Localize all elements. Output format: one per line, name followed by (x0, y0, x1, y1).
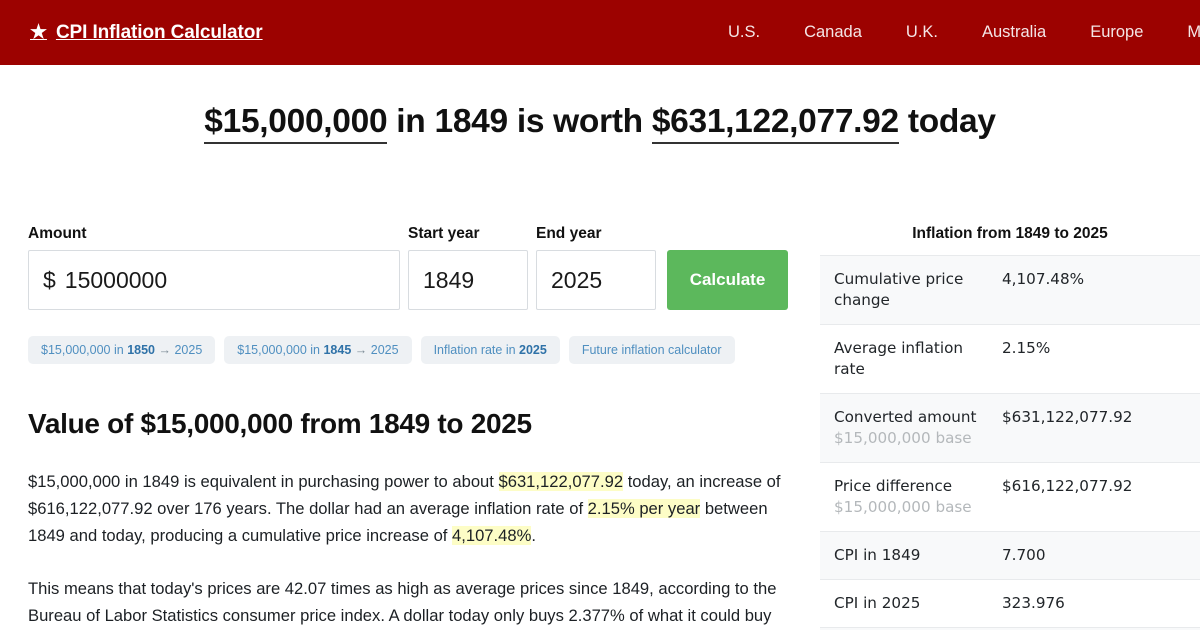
article-paragraph-2: This means that today's prices are 42.07… (28, 579, 777, 625)
start-year-input[interactable] (408, 250, 528, 310)
primary-nav: U.S. Canada U.K. Australia Europe More (706, 0, 1200, 65)
table-row: CPI in 1849 7.700 (820, 531, 1200, 580)
chip-strong-year: 1850 (127, 343, 156, 357)
paragraph-text: $15,000,000 in 1849 is equivalent in pur… (28, 472, 499, 491)
chip-inflation-rate-2025[interactable]: Inflation rate in 2025 (420, 336, 560, 364)
highlight-converted-amount: $631,122,077.92 (498, 472, 624, 491)
amount-input-wrapper[interactable]: $ (28, 250, 400, 310)
table-row: Converted amount $15,000,000 base $631,12… (820, 393, 1200, 463)
nav-item-canada[interactable]: Canada (804, 23, 862, 41)
page-title: $15,000,000 in 1849 is worth $631,122,07… (0, 65, 1200, 144)
arrow-right-icon: → (351, 343, 371, 357)
paragraph-text: . (531, 526, 536, 545)
row-label: Inflation in 1849 (820, 627, 996, 630)
paragraph-text: today, an increase of $616,122,077.92 ov… (28, 472, 781, 518)
headline-middle-text: in 1849 is worth (387, 103, 652, 140)
row-label-text: CPI in 2025 (834, 594, 921, 612)
article-title: Value of $15,000,000 from 1849 to 2025 (28, 408, 532, 439)
row-label-text: CPI in 1849 (834, 546, 921, 564)
row-value: $631,122,077.92 (996, 393, 1200, 463)
table-row: Inflation in 1849 -2.53% (820, 627, 1200, 630)
chip-post-text: 2025 (370, 343, 399, 357)
calculate-button[interactable]: Calculate (667, 250, 788, 310)
row-label-text: Average inflation rate (834, 339, 964, 378)
star-icon: ★ (30, 22, 47, 43)
table-row: Cumulative price change 4,107.48% (820, 255, 1200, 325)
arrow-right-icon: → (155, 343, 175, 357)
row-sublabel-text: $15,000,000 base (834, 498, 972, 516)
brand-name: CPI Inflation Calculator (55, 21, 263, 43)
stats-table-title: Inflation from 1849 to 2025 (912, 225, 1108, 242)
page-body: $15,000,000 in 1849 is worth $631,122,07… (0, 65, 1200, 630)
nav-item-australia[interactable]: Australia (982, 23, 1047, 41)
highlight-average-rate: 2.15% per year (587, 499, 701, 518)
start-year-label: Start year (408, 225, 480, 242)
end-year-field-group: End year (536, 225, 656, 310)
nav-item-more[interactable]: More (1187, 23, 1200, 41)
row-label: CPI in 2025 (820, 579, 996, 628)
nav-item-europe[interactable]: Europe (1090, 23, 1144, 41)
end-year-input[interactable] (536, 250, 656, 310)
start-year-field-group: Start year (408, 225, 528, 310)
row-label: Cumulative price change (820, 255, 996, 325)
row-label-text: Price difference (834, 477, 953, 495)
row-label: Average inflation rate (820, 324, 996, 394)
article-paragraph-1: $15,000,000 in 1849 is equivalent in pur… (28, 468, 796, 549)
headline-converted-amount: $631,122,077.92 (651, 103, 899, 144)
chip-1845-to-2025[interactable]: $15,000,000 in 1845 → 2025 (224, 336, 412, 364)
inflation-summary-panel: Inflation from 1849 to 2025 Cumulative p… (820, 225, 1200, 630)
row-sublabel-text: $15,000,000 base (834, 429, 972, 447)
stats-table: Cumulative price change 4,107.48% Averag… (820, 255, 1200, 630)
row-label: Converted amount $15,000,000 base (820, 393, 996, 463)
table-row: Average inflation rate 2.15% (820, 324, 1200, 394)
row-label-text: Cumulative price change (834, 270, 964, 309)
nav-item-uk[interactable]: U.K. (905, 23, 938, 41)
nav-item-us[interactable]: U.S. (728, 23, 761, 41)
chip-pre-text: $15,000,000 in (237, 343, 324, 357)
quick-link-chips: $15,000,000 in 1850 → 2025 $15,000,000 i… (28, 336, 796, 364)
row-value: 7.700 (996, 531, 1200, 580)
table-row: Price difference $15,000,000 base $616,12… (820, 462, 1200, 532)
top-navbar: ★ CPI Inflation Calculator U.S. Canada U… (0, 0, 1200, 65)
highlight-cumulative-change: 4,107.48% (452, 526, 532, 545)
row-label-text: Converted amount (834, 408, 977, 426)
chip-pre-text: $15,000,000 in (41, 343, 128, 357)
table-row: CPI in 2025 323.976 (820, 579, 1200, 628)
paragraph-text: between 1849 and today, producing a cumu… (28, 499, 768, 545)
row-label: CPI in 1849 (820, 531, 996, 580)
row-value: 2.15% (996, 324, 1200, 394)
row-label: Price difference $15,000,000 base (820, 462, 996, 532)
row-value: -2.53% (996, 627, 1200, 630)
chip-future-inflation-calculator[interactable]: Future inflation calculator (568, 336, 735, 364)
chip-post-text: 2025 (174, 343, 203, 357)
amount-label: Amount (28, 225, 87, 242)
row-value: $616,122,077.92 (996, 462, 1200, 532)
chip-strong-year: 1845 (323, 343, 352, 357)
dollar-sign-icon: $ (43, 266, 56, 293)
brand-home-link[interactable]: ★ CPI Inflation Calculator (30, 22, 263, 44)
row-value: 4,107.48% (996, 255, 1200, 325)
end-year-label: End year (536, 225, 602, 242)
chip-pre-text: Future inflation calculator (581, 343, 722, 357)
headline-suffix-text: today (898, 103, 996, 140)
chip-strong-year: 2025 (519, 343, 547, 357)
calculator-form: Amount $ Start year End year Calculate (28, 225, 796, 310)
amount-field-group: Amount $ (28, 225, 400, 310)
main-content: Amount $ Start year End year Calculate $… (28, 225, 796, 630)
amount-input[interactable] (64, 266, 385, 294)
row-value: 323.976 (996, 579, 1200, 628)
chip-pre-text: Inflation rate in (433, 343, 520, 357)
headline-base-amount: $15,000,000 (204, 103, 388, 144)
chip-1850-to-2025[interactable]: $15,000,000 in 1850 → 2025 (28, 336, 216, 364)
